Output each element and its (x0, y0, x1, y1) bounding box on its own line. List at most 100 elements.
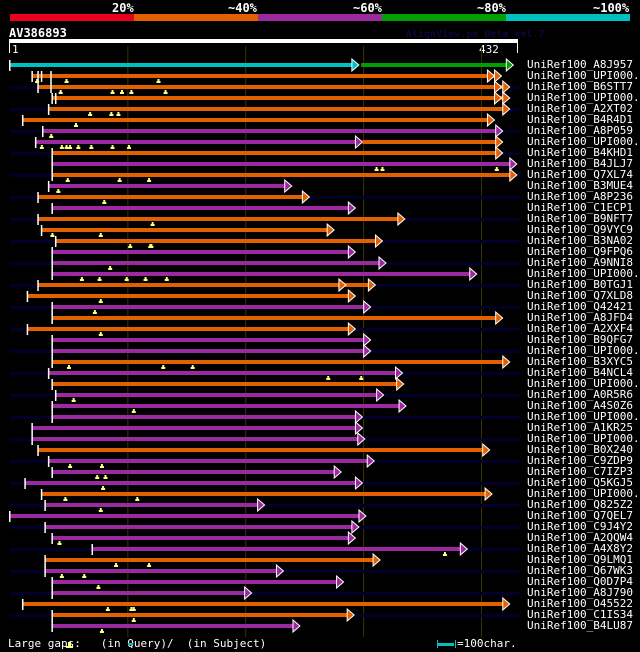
query-gap-marker-base (97, 279, 102, 281)
legend-bar-100 (506, 14, 630, 21)
hit-label[interactable]: UniRef100_B3XYC5 (527, 355, 633, 368)
hit-label[interactable]: UniRef100_A9NNI8 (527, 256, 633, 269)
hit-label[interactable]: UniRef100_UPI000.. (527, 487, 640, 500)
query-gap-marker-base (65, 180, 70, 182)
start-tick (54, 236, 57, 247)
alignment-segment (52, 96, 496, 100)
alignment-segment (48, 107, 504, 111)
hit-label[interactable]: UniRef100_A1KR25 (527, 421, 633, 434)
arrow-head-icon (493, 90, 503, 106)
hit-label[interactable]: UniRef100_UPI000.. (527, 410, 640, 423)
query-gap-marker-base (56, 191, 61, 193)
query-gap-marker-base (359, 378, 364, 380)
hit-label[interactable]: UniRef100_UPI000.. (527, 432, 640, 445)
hit-label[interactable]: UniRef100_B4LU87 (527, 619, 633, 632)
hit-label[interactable]: UniRef100_Q7QEL7 (527, 509, 633, 522)
query-gap-marker (99, 299, 102, 302)
start-tick (40, 71, 43, 82)
hit-label[interactable]: UniRef100_A4S0Z6 (527, 399, 633, 412)
query-gap-marker-base (58, 92, 63, 94)
arrow-head-icon (493, 79, 503, 95)
query-gap-marker-base (92, 312, 97, 314)
hit-label[interactable]: UniRef100_A8J790 (527, 586, 633, 599)
start-tick (51, 313, 53, 324)
start-tick (44, 566, 46, 577)
hit-label[interactable]: UniRef100_C7IZP3 (527, 465, 633, 478)
hit-label[interactable]: UniRef100_A2XXF4 (527, 322, 633, 335)
start-tick (51, 621, 53, 632)
query-gap-marker-base (135, 499, 140, 501)
hit-label[interactable]: UniRef100_B0X240 (527, 443, 633, 456)
alignment-segment (41, 228, 329, 232)
start-tick (51, 148, 53, 159)
hit-label[interactable]: UniRef100_B9NFT7 (527, 212, 633, 225)
legend-label-80: ~80% (477, 1, 506, 15)
hit-label[interactable]: UniRef100_Q825Z2 (527, 498, 633, 511)
arrow-head-icon (363, 299, 372, 315)
hit-label[interactable]: UniRef100_A2QQW4 (527, 531, 633, 544)
hit-label[interactable]: UniRef100_A8P059 (527, 124, 633, 137)
arrow-head-icon (459, 541, 469, 557)
hit-label[interactable]: UniRef100_B4KHD1 (527, 146, 633, 159)
hit-label[interactable]: UniRef100_Q42421 (527, 300, 633, 313)
hit-label[interactable]: UniRef100_Q0D7P4 (527, 575, 633, 588)
query-gap-marker (69, 464, 72, 467)
query-gap-marker (59, 90, 62, 93)
hit-label[interactable]: UniRef100_C9ZDP9 (527, 454, 633, 467)
hit-label[interactable]: UniRef100_C9J4Y2 (527, 520, 633, 533)
query-gap-marker (80, 277, 83, 280)
query-gap-marker (191, 365, 194, 368)
start-tick (51, 467, 53, 478)
query-gap-marker (149, 244, 152, 247)
arrow-head-icon (495, 145, 504, 161)
hit-label[interactable]: UniRef100_B9QFG7 (527, 333, 633, 346)
hit-label[interactable]: UniRef100_B0TGJ1 (527, 278, 633, 291)
legend-label-100: ~100% (593, 1, 630, 15)
hit-label[interactable]: UniRef100_B4JLJ7 (527, 157, 633, 170)
start-tick (91, 544, 94, 555)
query-gap-marker-base (101, 488, 106, 490)
hit-label[interactable]: UniRef100_A0R5R6 (527, 388, 633, 401)
hit-label[interactable]: UniRef100_UPI000.. (527, 135, 640, 148)
hit-label[interactable]: UniRef100_UPI000.. (527, 377, 640, 390)
hit-label[interactable]: UniRef100_Q5KGJ5 (527, 476, 633, 489)
hit-label[interactable]: UniRef100_UPI000.. (527, 344, 640, 357)
hit-label[interactable]: UniRef100_Q9FPQ6 (527, 245, 633, 258)
hit-label[interactable]: UniRef100_Q9LMQ1 (527, 553, 633, 566)
hit-label[interactable]: UniRef100_A2XT02 (527, 102, 633, 115)
hit-label[interactable]: UniRef100_O45522 (527, 597, 633, 610)
hit-label[interactable]: UniRef100_B4NCL4 (527, 366, 633, 379)
hit-label[interactable]: UniRef100_Q9VYC9 (527, 223, 633, 236)
hit-label[interactable]: UniRef100_B3MUE4 (527, 179, 633, 192)
hit-label[interactable]: UniRef100_A4X8Y2 (527, 542, 633, 555)
query-gap-marker-base (494, 169, 499, 171)
hit-label[interactable]: UniRef100_B3NA02 (527, 234, 633, 247)
hit-label[interactable]: UniRef100_UPI000.. (527, 267, 640, 280)
hit-label[interactable]: UniRef100_B6STT7 (527, 80, 633, 93)
arrow-head-icon (347, 288, 357, 304)
hit-label[interactable]: UniRef100_A8J957 (527, 58, 633, 71)
hit-label[interactable]: UniRef100_UPI000.. (527, 91, 640, 104)
hit-label[interactable]: UniRef100_Q7XLD8 (527, 289, 633, 302)
hit-label[interactable]: UniRef100_C1ECP1 (527, 201, 633, 214)
hit-label[interactable]: UniRef100_UPI000.. (527, 69, 640, 82)
query-gap-marker-base (71, 400, 76, 402)
hit-label[interactable]: UniRef100_Q7XL74 (527, 168, 633, 181)
query-gap-marker-base (129, 609, 134, 611)
hit-label[interactable]: UniRef100_C1IS34 (527, 608, 633, 621)
hit-label[interactable]: UniRef100_B4R4D1 (527, 113, 633, 126)
alignment-segment (52, 580, 338, 584)
hit-label[interactable]: UniRef100_A8JFD4 (527, 311, 633, 324)
alignment-segment (52, 316, 497, 320)
query-gap-marker (148, 563, 151, 566)
hit-label[interactable]: UniRef100_A8P236 (527, 190, 633, 203)
query-gap-marker-base (127, 147, 132, 149)
query-gap-marker (375, 167, 378, 170)
start-tick (31, 434, 33, 445)
arrow-head-icon (284, 178, 293, 194)
hit-label[interactable]: UniRef100_Q67WK3 (527, 564, 633, 577)
start-tick (47, 104, 50, 115)
query-gap-marker-base (117, 180, 122, 182)
start-tick (51, 577, 53, 588)
arrow-head-icon (397, 211, 406, 227)
